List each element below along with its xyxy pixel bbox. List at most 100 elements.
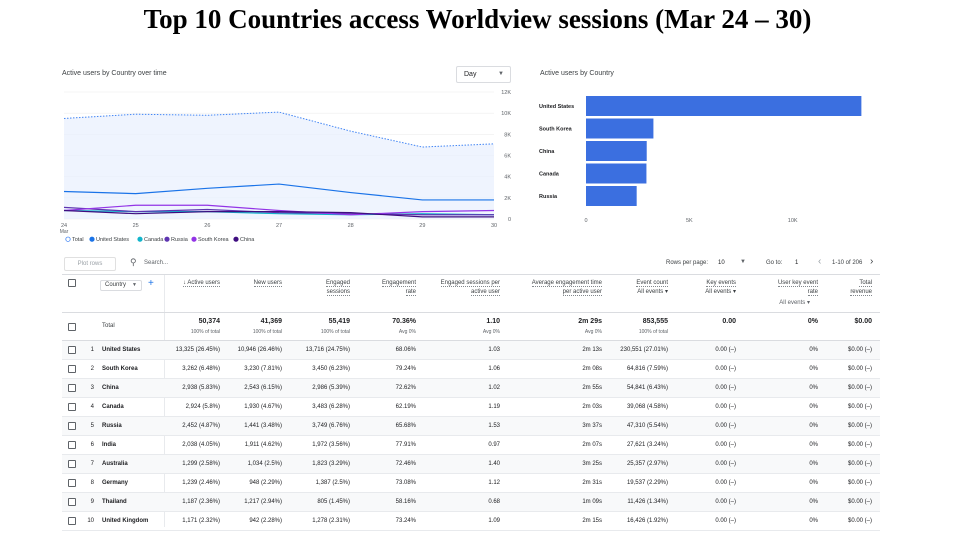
col-header-user-key-event-rate[interactable]: User key event rate bbox=[777, 280, 818, 296]
event-filter-dropdown[interactable]: All events ▾ bbox=[779, 300, 810, 306]
chevron-down-icon[interactable]: ▼ bbox=[740, 259, 746, 265]
table-row[interactable]: 1 United States 13,325 (26.45%) 10,946 (26.… bbox=[62, 341, 880, 360]
row-cell: 0.00 (–) bbox=[715, 480, 736, 486]
row-cell: 19,537 (2.29%) bbox=[626, 480, 668, 486]
row-cell: 0% bbox=[809, 518, 818, 524]
dimension-select[interactable]: Country ▼ bbox=[100, 280, 142, 291]
col-header-avg-engagement-time[interactable]: Average engagement time per active user bbox=[531, 280, 602, 296]
row-cell: 13,325 (26.45%) bbox=[175, 347, 220, 353]
x-tick-label: 29 bbox=[419, 223, 425, 229]
search-icon[interactable]: ⚲ bbox=[130, 257, 137, 267]
col-header-event-count[interactable]: Event count All events ▾ bbox=[636, 280, 668, 295]
table-toolbar: Plot rows ⚲ Search... Rows per page: 10 … bbox=[62, 256, 880, 273]
table-row[interactable]: 5 Russia 2,452 (4.87%) 1,441 (3.48%) 3,749 (… bbox=[62, 417, 880, 436]
totals-subvalue: 100% of total bbox=[252, 329, 282, 335]
col-header-new-users[interactable]: New users bbox=[253, 280, 282, 287]
search-input[interactable]: Search... bbox=[144, 260, 169, 266]
row-cell: 1,930 (4.67%) bbox=[244, 404, 282, 410]
row-country[interactable]: Russia bbox=[102, 423, 122, 429]
row-country[interactable]: Canada bbox=[102, 404, 124, 410]
row-rank: 7 bbox=[90, 461, 94, 467]
row-country[interactable]: United States bbox=[102, 347, 141, 353]
row-cell: 0.00 (–) bbox=[715, 499, 736, 505]
row-country[interactable]: Thailand bbox=[102, 499, 127, 505]
category-label: South Korea bbox=[539, 127, 573, 133]
row-cell: 2m 55s bbox=[582, 385, 602, 391]
event-filter-dropdown[interactable]: All events ▾ bbox=[705, 289, 736, 295]
row-cell: 77.91% bbox=[395, 442, 416, 448]
select-all-checkbox[interactable] bbox=[68, 279, 76, 287]
legend-label: Russia bbox=[171, 237, 189, 243]
row-checkbox[interactable] bbox=[68, 422, 76, 430]
table-row[interactable]: 8 Germany 1,239 (2.46%) 948 (2.29%) 1,387 (2… bbox=[62, 474, 880, 493]
row-country[interactable]: China bbox=[102, 385, 119, 391]
chevron-right-icon[interactable]: › bbox=[870, 256, 874, 267]
totals-checkbox[interactable] bbox=[68, 323, 76, 331]
row-cell: 3,450 (6.23%) bbox=[312, 366, 350, 372]
plot-rows-button[interactable]: Plot rows bbox=[64, 257, 116, 271]
row-cell: 942 (2.28%) bbox=[249, 518, 282, 524]
col-header-key-events[interactable]: Key events All events ▾ bbox=[705, 280, 736, 295]
table-row[interactable]: 2 South Korea 3,262 (6.48%) 3,230 (7.81%) 3,… bbox=[62, 360, 880, 379]
row-cell: 0% bbox=[809, 480, 818, 486]
row-cell: 0% bbox=[809, 366, 818, 372]
row-cell: 1.02 bbox=[488, 385, 500, 391]
row-country[interactable]: India bbox=[102, 442, 117, 448]
granularity-value: Day bbox=[464, 71, 477, 78]
row-checkbox[interactable] bbox=[68, 403, 76, 411]
bar bbox=[586, 118, 654, 139]
table-row[interactable]: 4 Canada 2,924 (5.8%) 1,930 (4.67%) 3,483 (6… bbox=[62, 398, 880, 417]
table-row[interactable]: 6 India 2,038 (4.05%) 1,911 (4.62%) 1,972 (3… bbox=[62, 436, 880, 455]
table-row[interactable]: 3 China 2,938 (5.83%) 2,543 (6.15%) 2,986 (5… bbox=[62, 379, 880, 398]
row-cell: 0% bbox=[809, 404, 818, 410]
row-cell: 0% bbox=[809, 499, 818, 505]
row-country[interactable]: United Kingdom bbox=[102, 518, 149, 524]
row-cell: 2m 07s bbox=[582, 442, 602, 448]
row-cell: 3m 25s bbox=[582, 461, 602, 467]
col-header-engaged-per-user[interactable]: Engaged sessions per active user bbox=[440, 280, 500, 296]
row-cell: 1,911 (4.62%) bbox=[244, 442, 282, 448]
row-checkbox[interactable] bbox=[68, 346, 76, 354]
row-cell: 1.19 bbox=[488, 404, 500, 410]
totals-label: Total bbox=[102, 323, 115, 329]
row-checkbox[interactable] bbox=[68, 517, 76, 525]
legend-label: Total bbox=[72, 237, 84, 243]
row-cell: 3,483 (6.28%) bbox=[312, 404, 350, 410]
table-row[interactable]: 7 Australia 1,299 (2.58%) 1,034 (2.5%) 1,823… bbox=[62, 455, 880, 474]
rows-per-page-select[interactable]: 10 bbox=[718, 260, 725, 266]
row-cell: 0% bbox=[809, 423, 818, 429]
row-checkbox[interactable] bbox=[68, 498, 76, 506]
event-filter-dropdown[interactable]: All events ▾ bbox=[637, 289, 668, 295]
col-header-total-revenue[interactable]: Total revenue bbox=[850, 280, 872, 296]
row-cell: 39,068 (4.58%) bbox=[626, 404, 668, 410]
table-row[interactable]: 10 United Kingdom 1,171 (2.32%) 942 (2.28%)… bbox=[62, 512, 880, 531]
row-checkbox[interactable] bbox=[68, 384, 76, 392]
add-dimension-button[interactable]: + bbox=[148, 278, 154, 289]
row-checkbox[interactable] bbox=[68, 460, 76, 468]
row-checkbox[interactable] bbox=[68, 441, 76, 449]
row-checkbox[interactable] bbox=[68, 365, 76, 373]
row-country[interactable]: Australia bbox=[102, 461, 128, 467]
row-country[interactable]: South Korea bbox=[102, 366, 138, 372]
table-row[interactable]: 9 Thailand 1,187 (2.36%) 1,217 (2.94%) 805 (… bbox=[62, 493, 880, 512]
y-tick-label: 10K bbox=[501, 111, 511, 117]
row-cell: $0.00 (–) bbox=[847, 480, 872, 486]
goto-input[interactable]: 1 bbox=[795, 260, 799, 266]
row-cell: 3m 37s bbox=[582, 423, 602, 429]
x-tick-label: 10K bbox=[788, 218, 798, 224]
col-header-active-users[interactable]: ↓ Active users bbox=[182, 280, 220, 287]
row-cell: 2m 03s bbox=[582, 404, 602, 410]
series-line bbox=[63, 204, 495, 216]
row-cell: $0.00 (–) bbox=[847, 461, 872, 467]
totals-row: Total 50,374 100% of total 41,369 100% of t… bbox=[62, 313, 880, 341]
col-header-engagement-rate[interactable]: Engagement rate bbox=[381, 280, 416, 296]
granularity-dropdown[interactable]: Day ▼ bbox=[456, 66, 511, 83]
row-cell: 2m 31s bbox=[582, 480, 602, 486]
totals-subvalue: Avg 0% bbox=[398, 329, 416, 335]
col-header-engaged-sessions[interactable]: Engaged sessions bbox=[325, 280, 350, 296]
chevron-left-icon[interactable]: ‹ bbox=[818, 256, 822, 267]
page-range: 1-10 of 206 bbox=[832, 260, 863, 266]
row-cell: 1.09 bbox=[488, 518, 500, 524]
row-checkbox[interactable] bbox=[68, 479, 76, 487]
row-country[interactable]: Germany bbox=[102, 480, 129, 486]
